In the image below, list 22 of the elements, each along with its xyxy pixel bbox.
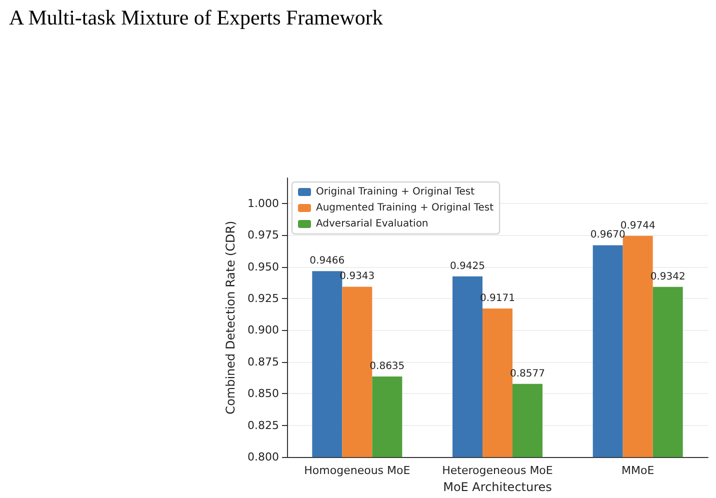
- text: 0.900: [248, 324, 279, 337]
- data-label: 0.9670: [590, 230, 626, 241]
- x-tick-label: Homogeneous MoE: [304, 464, 410, 478]
- legend-label: Original Training + Original Test: [316, 186, 475, 198]
- legend-label: Adversarial Evaluation: [316, 218, 428, 230]
- x-tick-label: MMoE: [621, 464, 654, 478]
- chart-title: A Multi-task Mixture of Experts Framework: [9, 6, 384, 30]
- data-label: 0.9466: [310, 256, 345, 267]
- data-label: 0.9425: [450, 260, 485, 272]
- x-axis-title: MoE Architectures: [443, 480, 552, 494]
- legend-label: Augmented Training + Original Test: [316, 202, 494, 214]
- text: 0.800: [248, 450, 279, 464]
- text: 0.875: [248, 355, 279, 368]
- y-axis-title: Combined Detection Rate (CDR): [224, 220, 238, 414]
- text: 0.925: [248, 292, 279, 306]
- text: 0.825: [248, 418, 279, 432]
- text: 0.850: [248, 387, 279, 400]
- text: 0.950: [248, 260, 279, 274]
- data-label: 0.9744: [620, 220, 656, 232]
- text: 1.000: [248, 196, 279, 210]
- x-tick-label: Heterogeneous MoE: [442, 464, 553, 478]
- text: 0.975: [248, 228, 279, 242]
